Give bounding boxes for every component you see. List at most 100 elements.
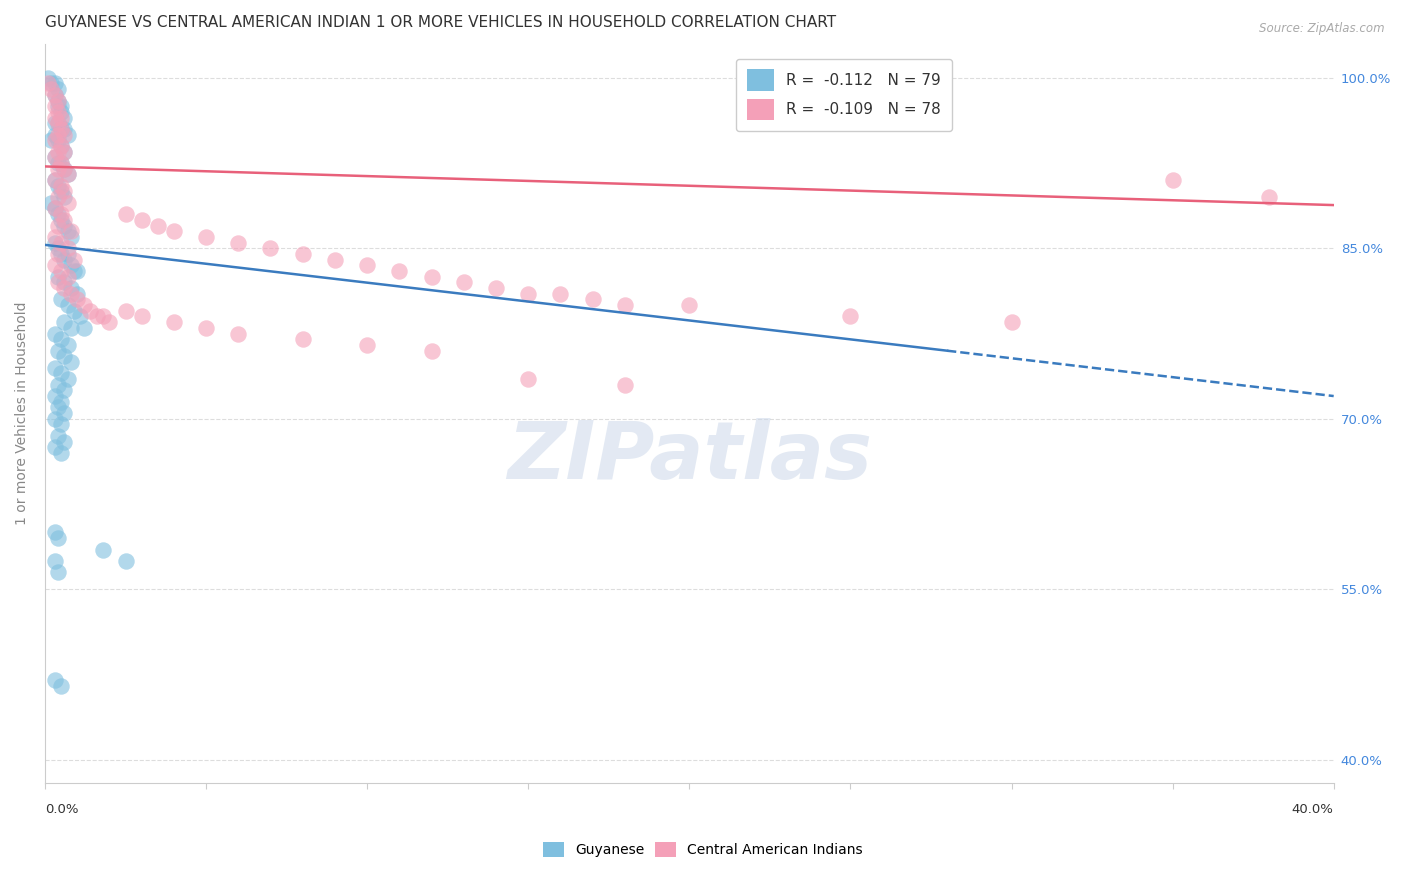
Point (37, 77, 59, 91)
Point (46, 190, 69, 204)
Point (41, 77, 63, 91)
Point (66, 264, 89, 278)
Point (56, 247, 79, 261)
Point (46, 133, 69, 147)
Point (114, 303, 136, 318)
Point (46, 429, 69, 443)
Point (44, 326, 66, 341)
Point (44, 258, 66, 272)
Text: 40.0%: 40.0% (1292, 803, 1334, 816)
Point (163, 224, 186, 238)
Point (49, 122, 72, 136)
Point (72, 321, 94, 335)
Point (46, 82, 69, 96)
Point (678, 298, 700, 312)
Point (44, 133, 66, 147)
Point (63, 252, 86, 267)
Point (163, 315, 186, 329)
Point (46, 94, 69, 108)
Point (131, 212, 153, 227)
Point (226, 235, 249, 250)
Point (49, 235, 72, 250)
Point (420, 343, 443, 358)
Point (53, 406, 76, 420)
Point (291, 332, 314, 346)
Text: Source: ZipAtlas.com: Source: ZipAtlas.com (1260, 22, 1385, 36)
Point (613, 377, 636, 392)
Point (44, 360, 66, 375)
Point (53, 315, 76, 329)
Point (59, 286, 82, 301)
Legend: Guyanese, Central American Indians: Guyanese, Central American Indians (537, 837, 869, 863)
Point (86, 310, 108, 324)
Point (56, 224, 79, 238)
Point (49, 417, 72, 432)
Point (63, 264, 86, 278)
Point (53, 111, 76, 125)
Point (59, 281, 82, 295)
Point (49, 367, 72, 381)
Point (56, 128, 79, 142)
Point (44, 111, 66, 125)
Point (53, 384, 76, 398)
Point (582, 293, 605, 307)
Point (56, 298, 79, 312)
Point (56, 338, 79, 352)
Point (114, 207, 136, 221)
Point (1161, 173, 1184, 187)
Point (44, 87, 66, 102)
Point (53, 276, 76, 290)
Y-axis label: 1 or more Vehicles in Household: 1 or more Vehicles in Household (15, 301, 30, 524)
Point (291, 247, 314, 261)
Point (46, 241, 69, 255)
Point (485, 281, 508, 295)
Point (44, 77, 66, 91)
Point (53, 128, 76, 142)
Point (46, 276, 69, 290)
Point (46, 156, 69, 170)
Point (49, 446, 72, 460)
Point (59, 258, 82, 272)
Point (69, 310, 91, 324)
Point (53, 161, 76, 176)
Text: ZIPatlas: ZIPatlas (506, 418, 872, 497)
Point (41, 133, 63, 147)
Point (839, 310, 862, 324)
Point (53, 185, 76, 199)
Point (98, 315, 121, 329)
Point (46, 161, 69, 176)
Point (46, 94, 69, 108)
Point (56, 241, 79, 255)
Point (59, 224, 82, 238)
Point (53, 212, 76, 227)
Point (46, 128, 69, 142)
Point (56, 168, 79, 182)
Point (114, 554, 136, 568)
Point (66, 286, 89, 301)
Point (49, 293, 72, 307)
Point (420, 269, 443, 284)
Point (44, 202, 66, 216)
Point (46, 116, 69, 130)
Point (44, 389, 66, 403)
Point (46, 207, 69, 221)
Text: GUYANESE VS CENTRAL AMERICAN INDIAN 1 OR MORE VEHICLES IN HOUSEHOLD CORRELATION : GUYANESE VS CENTRAL AMERICAN INDIAN 1 OR… (45, 15, 837, 30)
Point (46, 247, 69, 261)
Point (46, 99, 69, 113)
Point (44, 173, 66, 187)
Point (49, 207, 72, 221)
Point (44, 99, 66, 113)
Point (56, 269, 79, 284)
Point (44, 150, 66, 164)
Point (195, 230, 218, 244)
Point (63, 303, 86, 318)
Point (44, 230, 66, 244)
Point (53, 281, 76, 295)
Point (44, 173, 66, 187)
Point (44, 525, 66, 540)
Point (59, 230, 82, 244)
Point (517, 372, 540, 386)
Point (146, 219, 169, 233)
Point (53, 145, 76, 159)
Point (53, 122, 76, 136)
